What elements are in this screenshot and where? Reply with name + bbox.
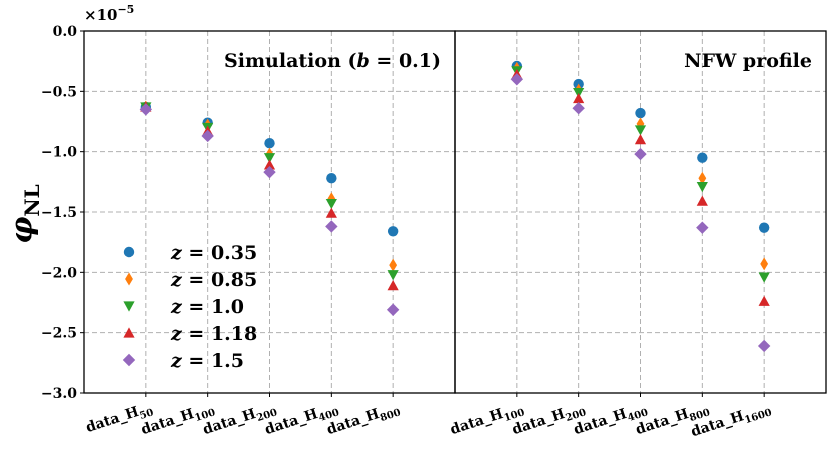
data-point	[634, 134, 647, 145]
data-point	[760, 257, 769, 271]
data-point	[757, 339, 771, 353]
y-axis-label-sub: NL	[20, 184, 44, 216]
panel-1: data_H50data_H100data_H200data_H400data_…	[84, 31, 455, 441]
data-point	[698, 171, 707, 185]
data-point	[510, 73, 524, 86]
legend-marker	[122, 353, 136, 367]
legend-label: z = 1.5	[170, 350, 244, 372]
y-tick-label: −3.0	[41, 386, 77, 402]
panel-title: NFW profile	[684, 50, 812, 72]
y-tick-label: −1.0	[41, 145, 77, 161]
panel-title: Simulation (b = 0.1)	[224, 50, 441, 72]
legend-label: z = 1.0	[170, 296, 244, 318]
legend-label-value: = 0.35	[182, 242, 257, 264]
data-point	[387, 270, 399, 281]
data-point	[758, 222, 770, 233]
data-point	[264, 138, 275, 149]
y-multiplier-exp: −5	[117, 3, 134, 16]
panel-title-main: Simulation (	[224, 50, 356, 72]
data-point	[696, 221, 709, 234]
y-multiplier-base: ×10	[84, 6, 117, 24]
data-point	[635, 107, 646, 119]
data-point	[386, 303, 400, 316]
y-tick-label: −0.5	[41, 84, 77, 100]
x-tick-label: data_H800	[325, 400, 403, 441]
legend-label-var: z	[170, 296, 183, 318]
y-axis-label: φNL	[5, 184, 44, 244]
data-point	[387, 226, 399, 237]
data-point	[325, 220, 338, 233]
y-tick-label: −2.0	[41, 265, 77, 281]
legend: z = 0.35z = 0.85z = 1.0z = 1.18z = 1.5	[122, 242, 257, 372]
legend-label-value: = 0.85	[182, 269, 257, 291]
x-tick-label-base: data_H	[448, 406, 505, 438]
y-tick-label: −2.5	[41, 326, 77, 342]
data-point	[697, 152, 708, 163]
legend-label-var: z	[170, 242, 183, 264]
panel-title-var: b	[357, 50, 370, 72]
data-point	[325, 198, 337, 210]
panel-2: data_H100data_H200data_H400data_H800data…	[448, 31, 826, 444]
legend-label-var: z	[170, 323, 183, 345]
panel-title-rest: = 0.1)	[370, 50, 441, 72]
y-multiplier: ×10−5	[84, 3, 134, 24]
legend-label-value: = 1.0	[182, 296, 244, 318]
data-point	[263, 165, 276, 179]
y-tick-label: 0.0	[53, 24, 78, 40]
data-point	[758, 272, 770, 283]
legend-label-value: = 1.18	[182, 323, 257, 345]
legend-marker	[123, 327, 135, 338]
data-point	[139, 103, 153, 116]
y-tick-label: −1.5	[41, 205, 77, 221]
legend-label: z = 0.35	[170, 242, 257, 264]
legend-label-value: = 1.5	[182, 350, 244, 372]
data-point	[696, 195, 708, 206]
legend-label-var: z	[170, 269, 183, 291]
data-point	[325, 207, 337, 218]
data-point	[201, 129, 214, 143]
x-tick-label: data_H1600	[689, 400, 773, 444]
data-point	[634, 147, 647, 161]
data-point	[573, 92, 585, 104]
legend-marker	[125, 272, 133, 286]
legend-label: z = 0.85	[170, 269, 257, 291]
panel-title-main: NFW profile	[684, 50, 812, 72]
legend-marker	[123, 246, 135, 258]
legend-label-var: z	[170, 350, 183, 372]
data-point	[572, 102, 585, 115]
x-tick-label-sub: 50	[138, 407, 155, 422]
panel-frame-2	[454, 30, 827, 394]
x-tick-label-sub: 1600	[743, 407, 773, 426]
data-point	[634, 125, 647, 136]
legend-label: z = 1.18	[170, 323, 257, 345]
data-point	[387, 280, 399, 291]
data-point	[389, 258, 398, 272]
legend-marker	[123, 301, 135, 312]
y-axis-label-main: φ	[5, 217, 40, 244]
data-point	[263, 159, 276, 170]
x-tick-label-base: data_H	[84, 404, 141, 436]
data-point	[326, 173, 337, 184]
data-point	[696, 182, 708, 193]
x-tick-label-sub: 800	[379, 407, 402, 424]
data-point	[263, 153, 276, 164]
data-point	[758, 295, 770, 306]
